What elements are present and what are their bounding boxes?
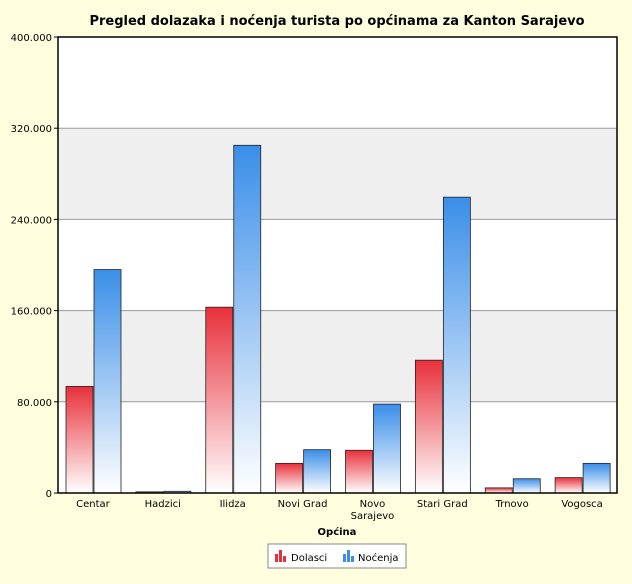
bar-dolasci-2[interactable] bbox=[205, 306, 234, 494]
legend-item-nocenja[interactable]: Noćenja bbox=[343, 550, 399, 564]
bar-noenja-4[interactable] bbox=[373, 403, 401, 494]
chart-title: Pregled dolazaka i noćenja turista po op… bbox=[89, 14, 584, 29]
bars bbox=[65, 144, 611, 494]
x-tick-label: Novo Sarajevo bbox=[351, 499, 395, 522]
y-tick-label: 80.000 bbox=[17, 398, 52, 409]
legend: Dolasci Noćenja bbox=[267, 543, 407, 569]
plot-background bbox=[58, 37, 617, 493]
grid-band bbox=[58, 128, 617, 220]
x-axis-label: Općina bbox=[318, 526, 357, 538]
x-tick-label: Novi Grad bbox=[278, 499, 328, 510]
plot-border bbox=[57, 36, 618, 494]
bar-noenja-6[interactable] bbox=[512, 478, 541, 494]
y-tick-label: 400.000 bbox=[11, 33, 52, 44]
y-axis-ticks: 0 80.000 160.000 240.000 320.000 400.000 bbox=[11, 33, 58, 500]
bar-noenja-5[interactable] bbox=[442, 196, 471, 494]
legend-box bbox=[267, 543, 407, 569]
grid-band bbox=[58, 310, 617, 402]
x-tick-label: Vogosca bbox=[561, 499, 602, 510]
bar-dolasci-0[interactable] bbox=[65, 386, 94, 494]
bar-dolasci-6[interactable] bbox=[484, 487, 513, 494]
y-tick-label: 320.000 bbox=[11, 124, 52, 135]
bar-dolasci-3[interactable] bbox=[275, 462, 304, 494]
y-tick-label: 240.000 bbox=[11, 215, 52, 226]
bar-dolasci-7[interactable] bbox=[554, 477, 583, 494]
x-tick-label: Hadzici bbox=[145, 499, 181, 510]
bar-noenja-2[interactable] bbox=[233, 144, 262, 494]
bar-noenja-3[interactable] bbox=[303, 449, 332, 494]
bar-dolasci-5[interactable] bbox=[414, 359, 443, 494]
y-tick-label: 0 bbox=[46, 489, 52, 500]
legend-item-dolasci[interactable]: Dolasci bbox=[275, 550, 327, 564]
plot-area bbox=[58, 37, 617, 493]
bar-noenja-7[interactable] bbox=[582, 462, 611, 494]
bar-noenja-0[interactable] bbox=[93, 269, 122, 494]
legend-label-dolasci: Dolasci bbox=[291, 553, 327, 564]
x-tick-label: Stari Grad bbox=[417, 499, 468, 510]
bar-dolasci-4[interactable] bbox=[345, 449, 373, 494]
x-axis-ticks: Centar Hadzici Ilidza Novi Grad Novo Sarajevo… bbox=[76, 499, 603, 522]
y-tick-label: 160.000 bbox=[11, 307, 52, 318]
bar-chart-icon bbox=[343, 550, 354, 562]
x-tick-label: Trnovo bbox=[495, 499, 529, 510]
bar-chart-icon bbox=[275, 550, 286, 562]
x-tick-label: Centar bbox=[76, 499, 111, 510]
x-tick-label: Ilidza bbox=[220, 499, 246, 510]
legend-label-nocenja: Noćenja bbox=[358, 552, 399, 564]
